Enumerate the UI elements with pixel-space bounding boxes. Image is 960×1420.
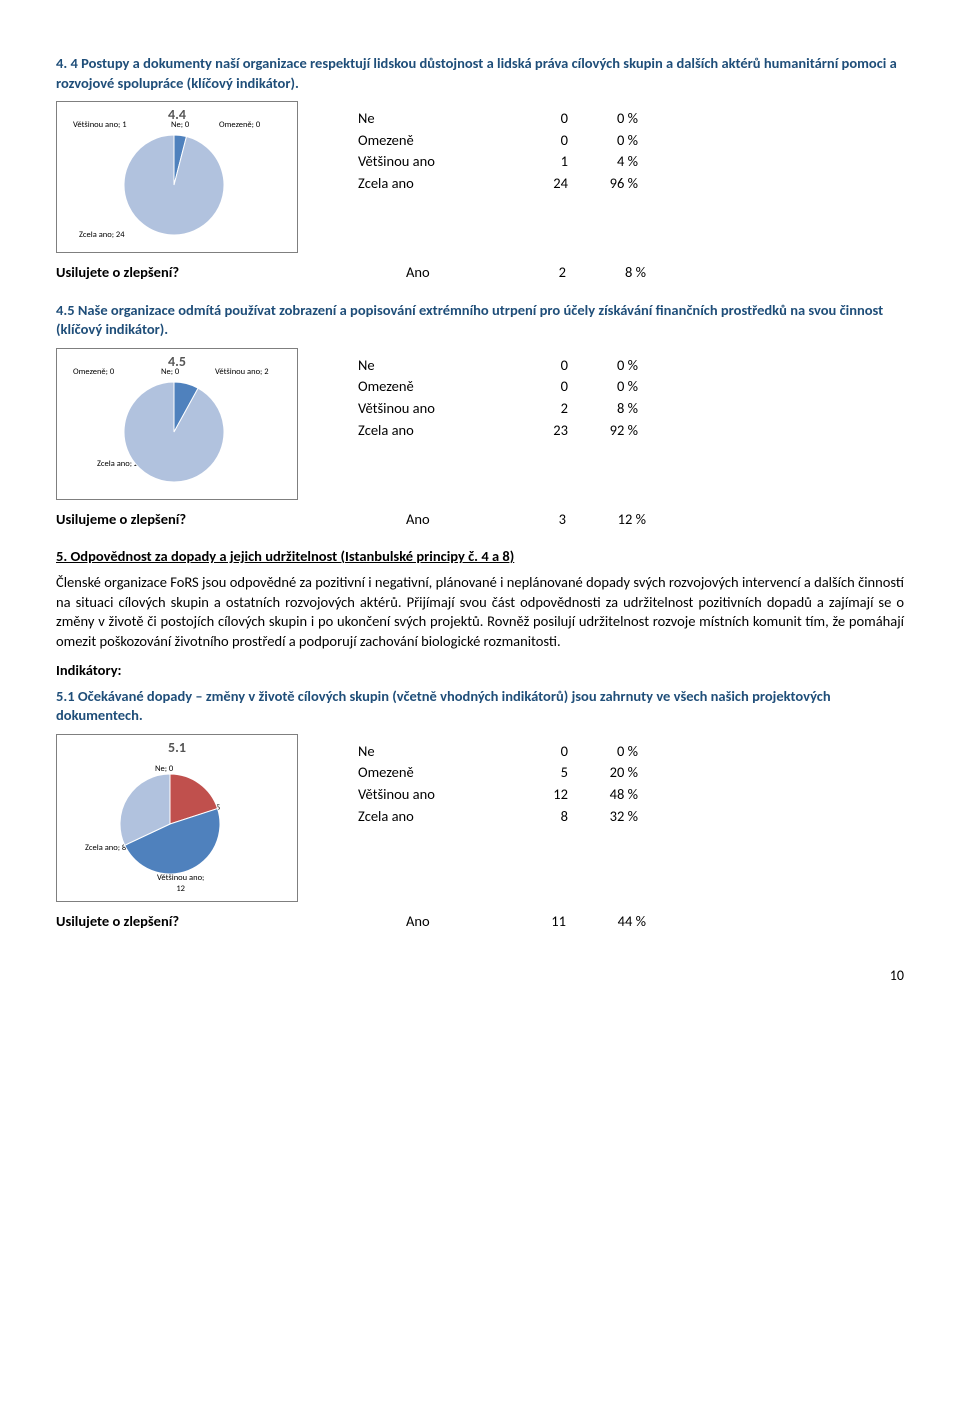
table-row: Zcela ano2392 %	[358, 421, 638, 441]
q51-chart-box: 5.1 Ne; 0 Omezeně; 5 Zcela ano; 8 Většin…	[56, 734, 298, 902]
q44-title: 4. 4 Postupy a dokumenty naší organizace…	[56, 54, 904, 93]
improve-count: 2	[506, 263, 566, 283]
cell: 0	[508, 109, 568, 129]
cell: Ne	[358, 109, 508, 129]
cell: 23	[508, 421, 568, 441]
cell: 32 %	[568, 807, 638, 827]
cell: 0 %	[568, 109, 638, 129]
cell: 0	[508, 131, 568, 151]
cell: 20 %	[568, 763, 638, 783]
section5-title: 5. Odpovědnost za dopady a jejich udržit…	[56, 547, 904, 567]
q44-table: Ne00 % Omezeně00 % Většinou ano14 % Zcel…	[358, 107, 638, 195]
q45-improve: Usilujeme o zlepšení? Ano 3 12 %	[56, 510, 904, 530]
cell: 0 %	[568, 742, 638, 762]
indikatory-label: Indikátory:	[56, 661, 904, 681]
table-row: Omezeně520 %	[358, 763, 638, 783]
q51-pie	[115, 769, 225, 879]
q45-chart-box: 4.5 Omezeně; 0 Ne; 0 Většinou ano; 2 Zce…	[56, 348, 298, 500]
q45-pie	[119, 377, 229, 487]
cell: 0 %	[568, 356, 638, 376]
improve-pct: 12 %	[566, 510, 646, 530]
cell: 8 %	[568, 399, 638, 419]
improve-count: 11	[506, 912, 566, 932]
q45-table: Ne00 % Omezeně00 % Většinou ano28 % Zcel…	[358, 354, 638, 442]
improve-question: Usilujeme o zlepšení?	[56, 510, 406, 530]
cell: 2	[508, 399, 568, 419]
table-row: Většinou ano1248 %	[358, 785, 638, 805]
cell: 92 %	[568, 421, 638, 441]
q44-chart-box: 4.4 Většinou ano; 1 Ne; 0 Omezeně; 0 Zce…	[56, 101, 298, 253]
section5-para: Členské organizace FoRS jsou odpovědné z…	[56, 573, 904, 651]
q51-row: 5.1 Ne; 0 Omezeně; 5 Zcela ano; 8 Většin…	[56, 734, 904, 902]
cell: 0 %	[568, 377, 638, 397]
q44-lbl-zcela: Zcela ano; 24	[79, 230, 125, 241]
improve-pct: 44 %	[566, 912, 646, 932]
cell: Zcela ano	[358, 174, 508, 194]
improve-answer: Ano	[406, 263, 506, 283]
cell: 0	[508, 356, 568, 376]
cell: Většinou ano	[358, 785, 508, 805]
table-row: Zcela ano2496 %	[358, 174, 638, 194]
cell: 0	[508, 742, 568, 762]
q45-row: 4.5 Omezeně; 0 Ne; 0 Většinou ano; 2 Zce…	[56, 348, 904, 500]
q44-row: 4.4 Většinou ano; 1 Ne; 0 Omezeně; 0 Zce…	[56, 101, 904, 253]
cell: 0 %	[568, 131, 638, 151]
q45-title: 4.5 Naše organizace odmítá používat zobr…	[56, 301, 904, 340]
cell: Ne	[358, 742, 508, 762]
q51-improve: Usilujete o zlepšení? Ano 11 44 %	[56, 912, 904, 932]
cell: 5	[508, 763, 568, 783]
cell: Omezeně	[358, 377, 508, 397]
improve-question: Usilujete o zlepšení?	[56, 912, 406, 932]
cell: 48 %	[568, 785, 638, 805]
q45-lbl-omezene: Omezeně; 0	[73, 367, 114, 378]
q51-chart-title: 5.1	[57, 739, 297, 758]
cell: 0	[508, 377, 568, 397]
cell: Ne	[358, 356, 508, 376]
q44-pie	[119, 130, 229, 240]
cell: Omezeně	[358, 763, 508, 783]
improve-answer: Ano	[406, 510, 506, 530]
cell: 8	[508, 807, 568, 827]
table-row: Omezeně00 %	[358, 377, 638, 397]
page-number: 10	[56, 967, 904, 986]
table-row: Ne00 %	[358, 109, 638, 129]
cell: 96 %	[568, 174, 638, 194]
table-row: Většinou ano28 %	[358, 399, 638, 419]
improve-question: Usilujete o zlepšení?	[56, 263, 406, 283]
cell: Většinou ano	[358, 152, 508, 172]
q44-improve: Usilujete o zlepšení? Ano 2 8 %	[56, 263, 904, 283]
cell: 24	[508, 174, 568, 194]
cell: Zcela ano	[358, 421, 508, 441]
q51-title: 5.1 Očekávané dopady – změny v životě cí…	[56, 687, 904, 726]
cell: 12	[508, 785, 568, 805]
cell: Omezeně	[358, 131, 508, 151]
table-row: Většinou ano14 %	[358, 152, 638, 172]
table-row: Omezeně00 %	[358, 131, 638, 151]
cell: 1	[508, 152, 568, 172]
improve-count: 3	[506, 510, 566, 530]
cell: 4 %	[568, 152, 638, 172]
improve-answer: Ano	[406, 912, 506, 932]
q51-table: Ne00 % Omezeně520 % Většinou ano1248 % Z…	[358, 740, 638, 828]
table-row: Ne00 %	[358, 356, 638, 376]
cell: Většinou ano	[358, 399, 508, 419]
table-row: Ne00 %	[358, 742, 638, 762]
improve-pct: 8 %	[566, 263, 646, 283]
cell: Zcela ano	[358, 807, 508, 827]
table-row: Zcela ano832 %	[358, 807, 638, 827]
